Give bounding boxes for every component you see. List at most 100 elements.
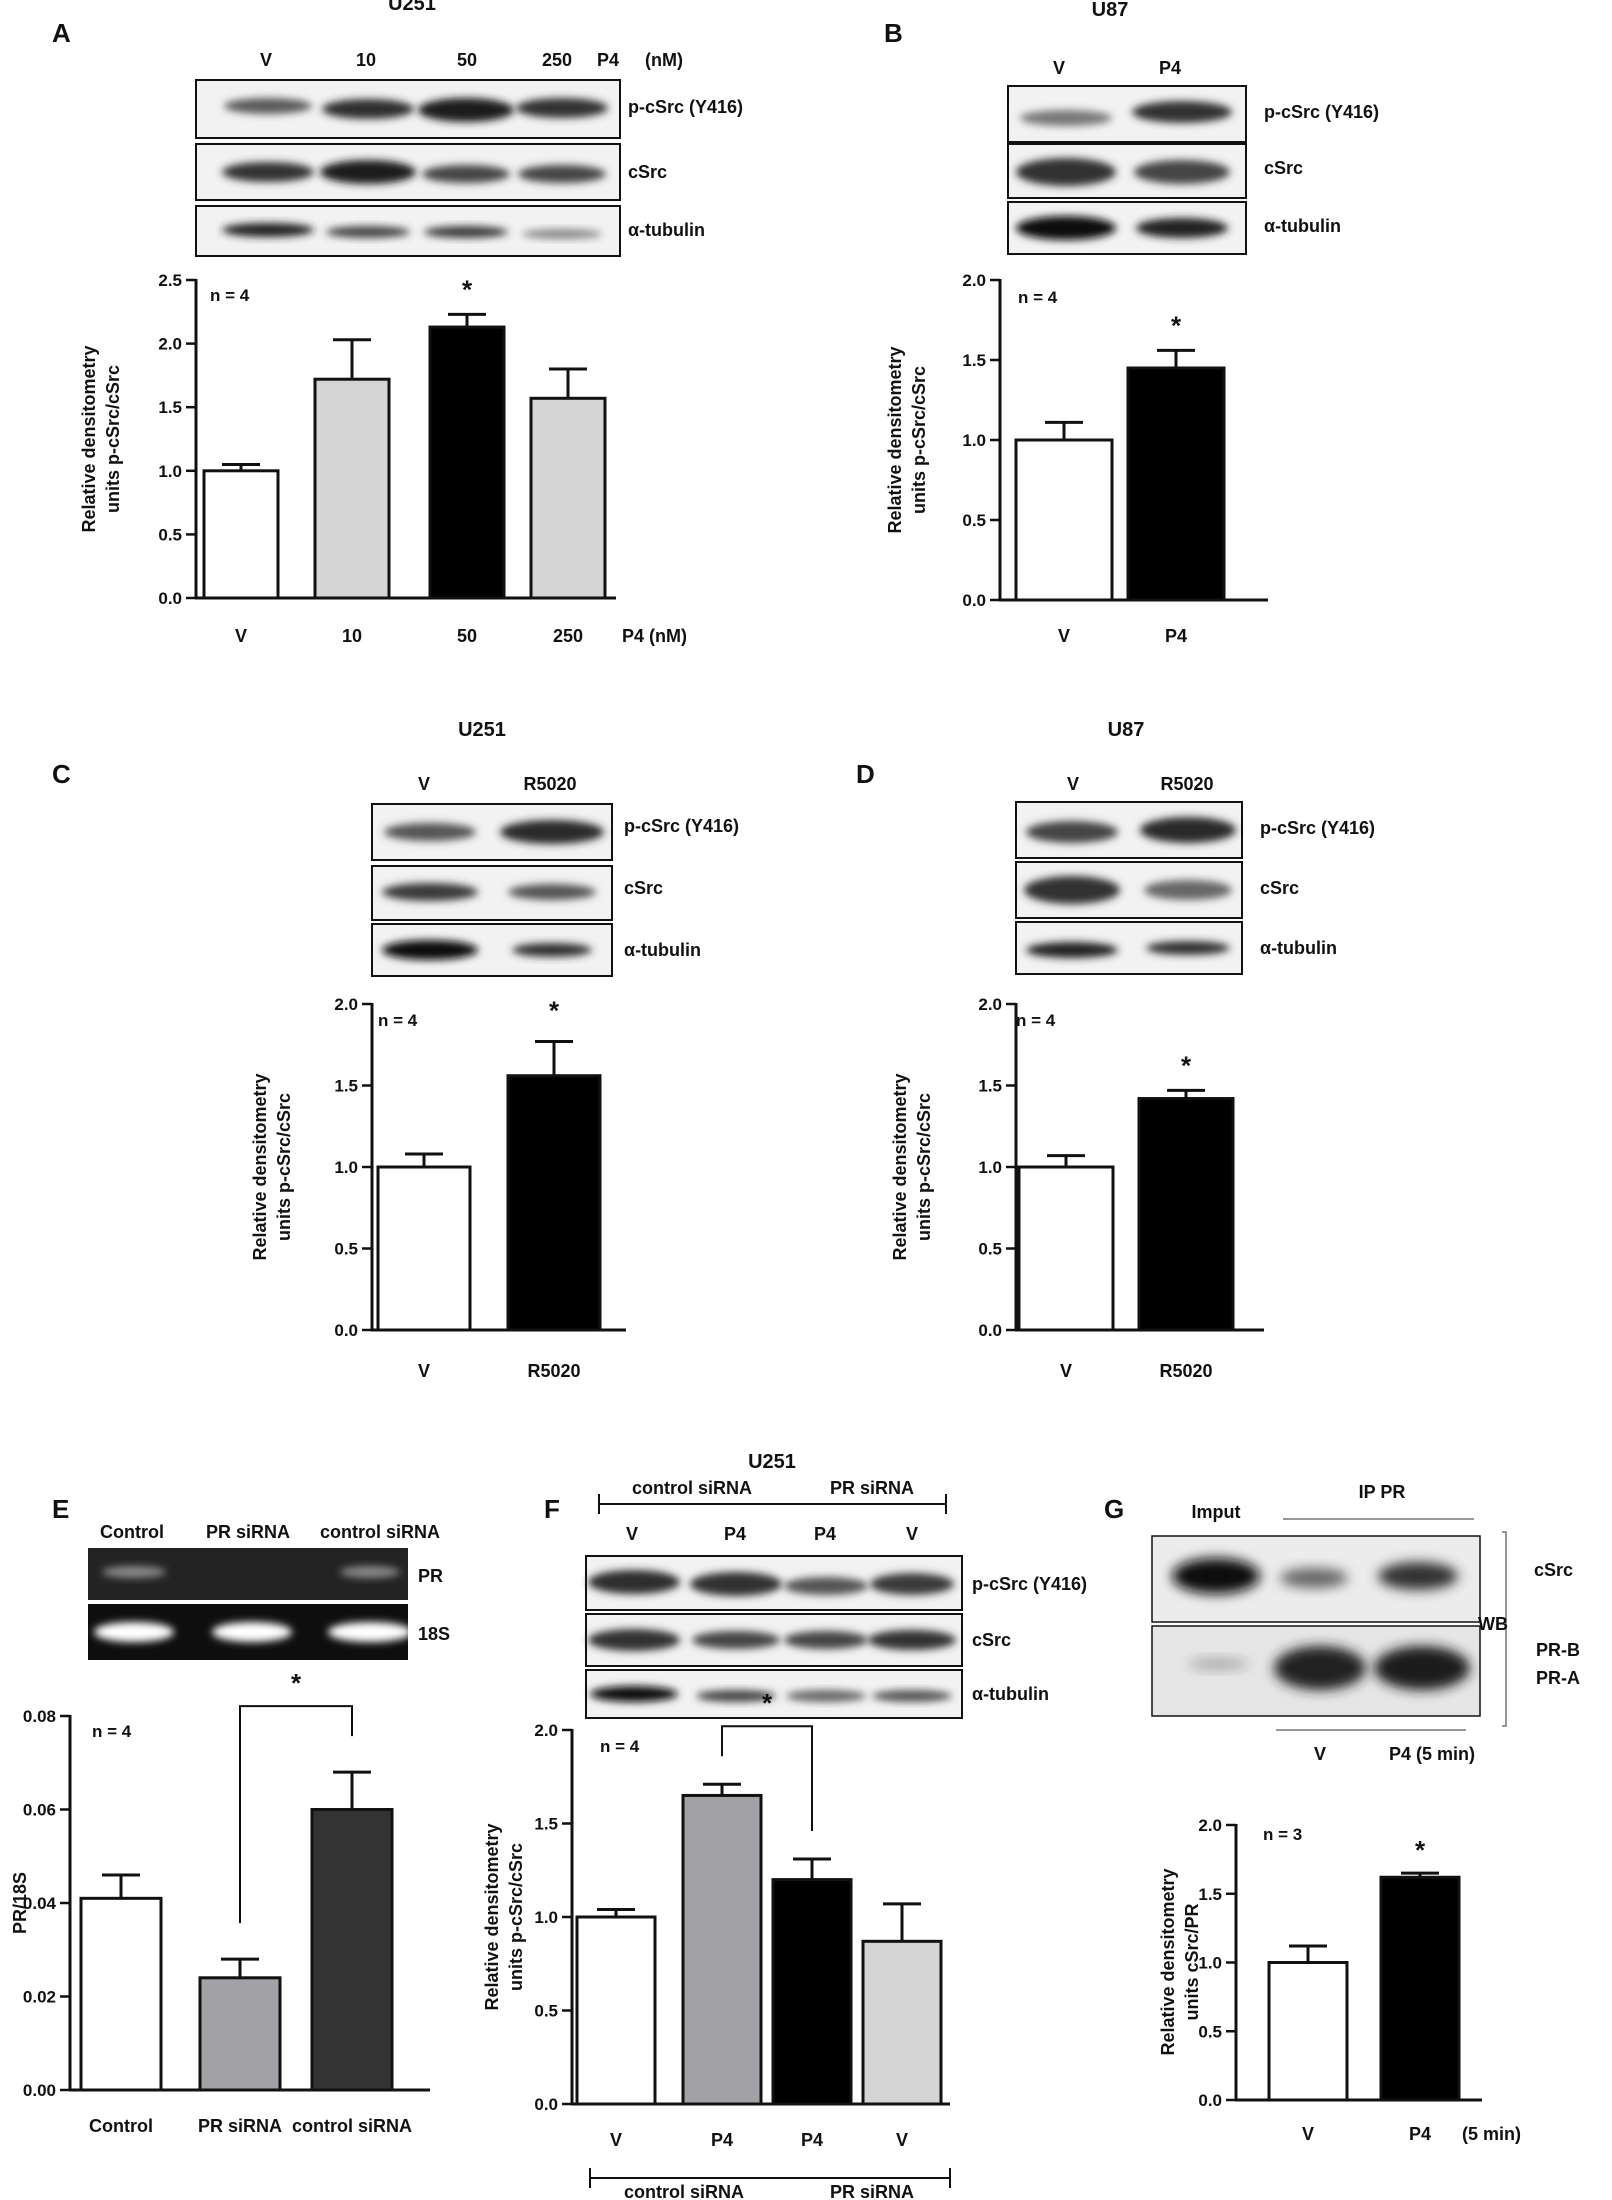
y-tick-label: 1.0 bbox=[962, 431, 986, 450]
cell-line-b: U87 bbox=[1092, 0, 1129, 21]
bar-chart-d: 0.0 0.5 1.0 1.5 2.0 Relative densitometry unit… bbox=[890, 995, 1264, 1381]
x-tick-label: P4 bbox=[1409, 2124, 1431, 2144]
bar bbox=[79, 1896, 163, 2092]
bar-chart-f: 0.0 0.5 1.0 1.5 2.0 Relative densitometry unit… bbox=[482, 1688, 950, 2150]
lane-label: P4 bbox=[597, 50, 619, 70]
y-tick-label: 1.5 bbox=[534, 1815, 558, 1834]
y-tick-label: 0.0 bbox=[334, 1321, 358, 1340]
cell-line-d: U87 bbox=[1108, 719, 1145, 741]
y-tick-label: 1.0 bbox=[158, 462, 182, 481]
blot-label: α-tubulin bbox=[972, 1684, 1049, 1704]
significance-marker: * bbox=[291, 1668, 302, 1698]
lane-label: 10 bbox=[356, 50, 376, 70]
y-axis-title: Relative densitometry units p-cSrc/cSrc bbox=[885, 346, 929, 533]
lane-label: V bbox=[626, 1524, 638, 1544]
x-tick-label: V bbox=[896, 2130, 908, 2150]
western-blot-b bbox=[1007, 85, 1247, 255]
blot-label: p-cSrc (Y416) bbox=[628, 97, 743, 117]
lane-label: P4 bbox=[724, 1524, 746, 1544]
bar bbox=[198, 1976, 282, 2092]
sample-size-label: n = 3 bbox=[1263, 1825, 1302, 1844]
lane-label: (nM) bbox=[645, 50, 683, 70]
y-tick-label: 0.5 bbox=[334, 1240, 358, 1259]
y-tick-label: 1.5 bbox=[978, 1077, 1002, 1096]
significance-marker: * bbox=[762, 1688, 773, 1718]
blot-label: cSrc bbox=[624, 878, 663, 898]
significance-marker: * bbox=[1415, 1835, 1426, 1865]
y-tick-label: 1.5 bbox=[334, 1077, 358, 1096]
wb-label: WB bbox=[1478, 1614, 1508, 1634]
y-tick-label: 0.5 bbox=[962, 511, 986, 530]
bar bbox=[1017, 1165, 1115, 1332]
bar bbox=[310, 1808, 394, 2092]
lane-label: 50 bbox=[457, 50, 477, 70]
bar bbox=[771, 1878, 853, 2106]
y-tick-label: 2.5 bbox=[158, 271, 182, 290]
blot-label: cSrc bbox=[1260, 878, 1299, 898]
y-tick-label: 0.08 bbox=[23, 1707, 56, 1726]
bar bbox=[575, 1915, 657, 2106]
panel-d: D U87 V R5020 p-cSrc (Y416) cSrc α-tubul… bbox=[856, 719, 1375, 975]
y-tick-label: 2.0 bbox=[334, 995, 358, 1014]
panel-label-b: B bbox=[884, 18, 903, 48]
y-axis-title: Relative densitometry units p-cSrc/cSrc bbox=[250, 1073, 294, 1260]
blot-label: α-tubulin bbox=[628, 220, 705, 240]
significance-marker: * bbox=[1171, 310, 1182, 340]
x-tick-label: 50 bbox=[457, 626, 477, 646]
x-tick-label: V bbox=[610, 2130, 622, 2150]
x-tick-label: PR siRNA bbox=[198, 2116, 282, 2136]
blot-label: α-tubulin bbox=[1260, 938, 1337, 958]
y-axis-title-line: Relative densitometry bbox=[890, 1073, 910, 1260]
y-tick-label: 0.5 bbox=[158, 525, 182, 544]
bar-chart-a: 0.0 0.5 1.0 1.5 2.0 2.5 Relative densitometry u… bbox=[79, 271, 687, 646]
y-tick-label: 2.0 bbox=[978, 995, 1002, 1014]
ip-label: IP PR bbox=[1359, 1482, 1406, 1502]
y-axis-title-line: units p-cSrc/cSrc bbox=[274, 1093, 294, 1241]
panel-b: B U87 V P4 p-cSrc (Y416) cSrc α-tubulin bbox=[884, 0, 1379, 255]
significance-marker: * bbox=[549, 995, 560, 1025]
y-tick-label: 0.04 bbox=[23, 1894, 57, 1913]
y-tick-label: 2.0 bbox=[1198, 1816, 1222, 1835]
panel-label-f: F bbox=[544, 1494, 560, 1524]
sample-size-label: n = 4 bbox=[1016, 1011, 1056, 1030]
significance-bracket bbox=[721, 1725, 813, 1832]
y-tick-label: 0.02 bbox=[23, 1988, 56, 2007]
y-tick-label: 1.0 bbox=[1198, 1954, 1222, 1973]
y-tick-label: 0.0 bbox=[1198, 2091, 1222, 2110]
y-tick-label: 0.0 bbox=[534, 2095, 558, 2114]
bar bbox=[529, 396, 607, 600]
western-blot-c bbox=[371, 803, 613, 977]
y-axis-title-line: PR/18S bbox=[10, 1872, 30, 1934]
bar bbox=[1014, 438, 1114, 602]
lane-label: R5020 bbox=[1160, 774, 1213, 794]
bar-chart-c: 0.0 0.5 1.0 1.5 2.0 Relative densitometry unit… bbox=[250, 995, 626, 1381]
rtpcr-gel-e bbox=[88, 1548, 412, 1660]
x-tick-label: V bbox=[1060, 1361, 1072, 1381]
y-tick-label: 0.06 bbox=[23, 1801, 56, 1820]
panel-label-a: A bbox=[52, 18, 71, 48]
y-tick-label: 1.0 bbox=[534, 1908, 558, 1927]
sample-size-label: n = 4 bbox=[600, 1737, 640, 1756]
panel-label-g: G bbox=[1104, 1494, 1124, 1524]
y-axis-title-line: units p-cSrc/cSrc bbox=[103, 365, 123, 513]
side-label: PR-A bbox=[1536, 1668, 1580, 1688]
bar-chart-e: 0.00 0.02 0.04 0.06 0.08 PR/18S n = 4 Control PR… bbox=[10, 1668, 430, 2136]
y-axis-title-line: Relative densitometry bbox=[482, 1823, 502, 2010]
sample-size-label: n = 4 bbox=[210, 286, 250, 305]
blot-label: p-cSrc (Y416) bbox=[1264, 102, 1379, 122]
sample-size-label: n = 4 bbox=[92, 1722, 132, 1741]
x-tick-label: P4 bbox=[711, 2130, 733, 2150]
y-axis-title: PR/18S bbox=[10, 1872, 30, 1934]
group-label: PR siRNA bbox=[830, 2182, 914, 2200]
bar bbox=[428, 325, 506, 600]
blot-label: p-cSrc (Y416) bbox=[624, 816, 739, 836]
y-tick-label: 1.0 bbox=[978, 1158, 1002, 1177]
lane-label: P4 bbox=[1159, 58, 1181, 78]
y-tick-label: 2.0 bbox=[534, 1721, 558, 1740]
side-label: PR-B bbox=[1536, 1640, 1580, 1660]
y-tick-label: 1.5 bbox=[1198, 1885, 1222, 1904]
bar bbox=[313, 377, 391, 600]
lane-label: R5020 bbox=[523, 774, 576, 794]
panel-f: F U251 control siRNA PR siRNA V P4 P4 V bbox=[544, 1451, 1087, 2200]
panel-g: G Imput IP PR cSrc WB PR-B PR-A V P4 (5 … bbox=[1104, 1482, 1580, 1764]
